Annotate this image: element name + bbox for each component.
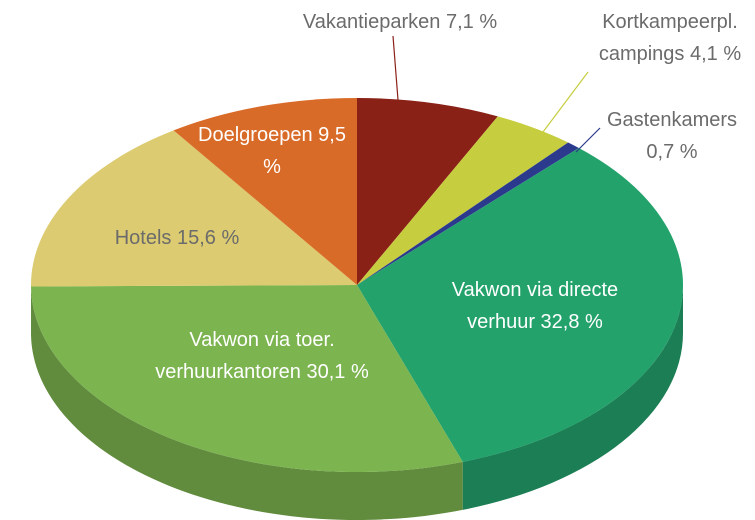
- slice: [357, 116, 569, 285]
- value-label: 15,6 %: [177, 227, 240, 249]
- pie-tops: [31, 98, 683, 472]
- slice-label: Vakantieparken 7,1 %: [250, 6, 550, 38]
- value-label: 4,1 %: [690, 43, 742, 65]
- value-label: 30,1 %: [306, 361, 369, 383]
- category-label: Gastenkamers: [606, 109, 738, 131]
- slice-label: Kortkampeerpl. campings 4,1 %: [580, 6, 755, 70]
- slice: [357, 147, 683, 462]
- value-label: 0,7 %: [646, 141, 698, 163]
- slice-label: Doelgroepen 9,5 %: [192, 119, 352, 183]
- category-label: Hotels: [114, 227, 172, 249]
- slice: [31, 285, 463, 472]
- slice-label: Gastenkamers 0,7 %: [597, 104, 747, 168]
- slice-side: [31, 286, 463, 520]
- category-label: Vakantieparken: [302, 11, 441, 33]
- slice: [357, 98, 498, 285]
- leader-line: [542, 71, 589, 133]
- slice: [31, 130, 357, 287]
- value-label: 9,5 %: [263, 124, 346, 178]
- value-label: 32,8 %: [540, 311, 603, 333]
- pie-sides: [31, 285, 683, 520]
- slice: [357, 142, 579, 285]
- slice-label: Vakwon via directe verhuur 32,8 %: [435, 274, 635, 338]
- slice: [173, 98, 357, 285]
- category-label: Kortkampeerpl. campings: [598, 11, 738, 65]
- slice-label: Hotels 15,6 %: [52, 222, 302, 254]
- value-label: 7,1 %: [445, 11, 498, 33]
- category-label: Vakwon via directe verhuur: [451, 279, 619, 333]
- leader-line: [392, 35, 399, 101]
- category-label: Vakwon via toer. verhuurkantoren: [155, 329, 335, 383]
- slice-side: [462, 285, 683, 510]
- slice-label: Vakwon via toer. verhuurkantoren 30,1 %: [132, 324, 392, 388]
- leader-line: [575, 127, 601, 153]
- category-label: Doelgroepen: [198, 124, 313, 146]
